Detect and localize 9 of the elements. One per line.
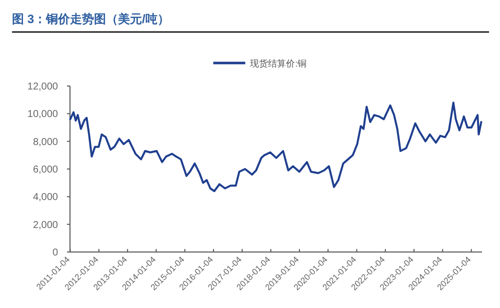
y-tick-label: 2,000 bbox=[32, 220, 58, 231]
y-tick-label: 12,000 bbox=[27, 82, 58, 92]
y-tick-label: 0 bbox=[52, 248, 58, 258]
chart-title: 图 3：铜价走势图（美元/吨） bbox=[12, 12, 170, 26]
y-tick-label: 10,000 bbox=[27, 109, 58, 120]
legend-label: 现货结算价:铜 bbox=[250, 58, 307, 68]
y-tick-label: 6,000 bbox=[32, 164, 58, 176]
y-tick-label: 4,000 bbox=[32, 192, 58, 204]
y-tick-label: 8,000 bbox=[32, 136, 58, 148]
